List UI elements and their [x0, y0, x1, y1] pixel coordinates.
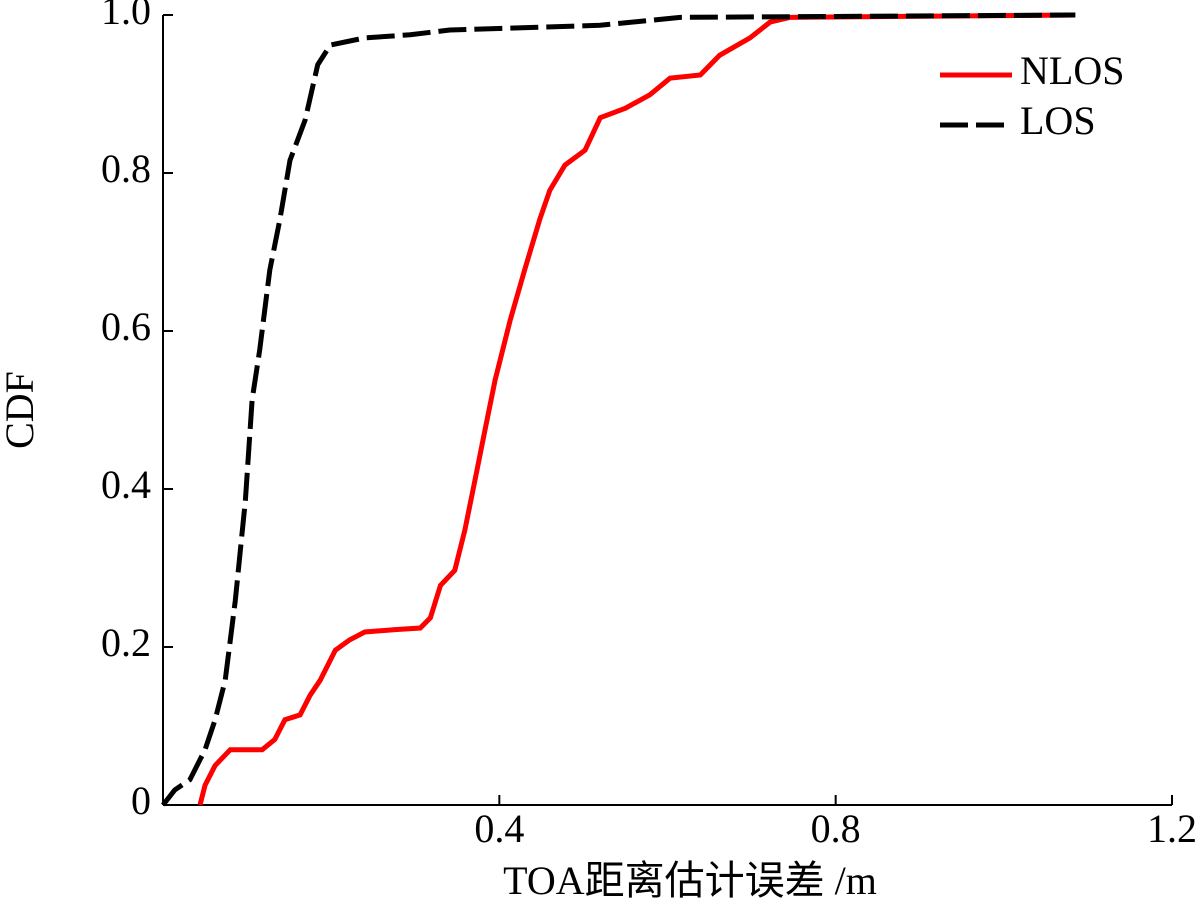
- legend-label: LOS: [1020, 98, 1096, 143]
- y-tick-label: 1.0: [101, 0, 151, 33]
- x-axis-label: TOA距离估计误差 /m: [503, 858, 877, 903]
- y-tick-label: 0.8: [101, 146, 151, 191]
- y-axis-label: CDF: [0, 371, 42, 449]
- y-tick-label: 0: [131, 778, 151, 823]
- x-tick-label: 0.4: [474, 806, 524, 851]
- x-tick-label: 1.2: [1147, 806, 1197, 851]
- y-tick-label: 0.6: [101, 304, 151, 349]
- y-tick-label: 0.2: [101, 620, 151, 665]
- line-series: [161, 12, 1076, 807]
- x-tick-label: 0.8: [811, 806, 861, 851]
- legend-label: NLOS: [1020, 48, 1124, 93]
- y-tick-label: 0.4: [101, 462, 151, 507]
- line-series: [197, 12, 1076, 806]
